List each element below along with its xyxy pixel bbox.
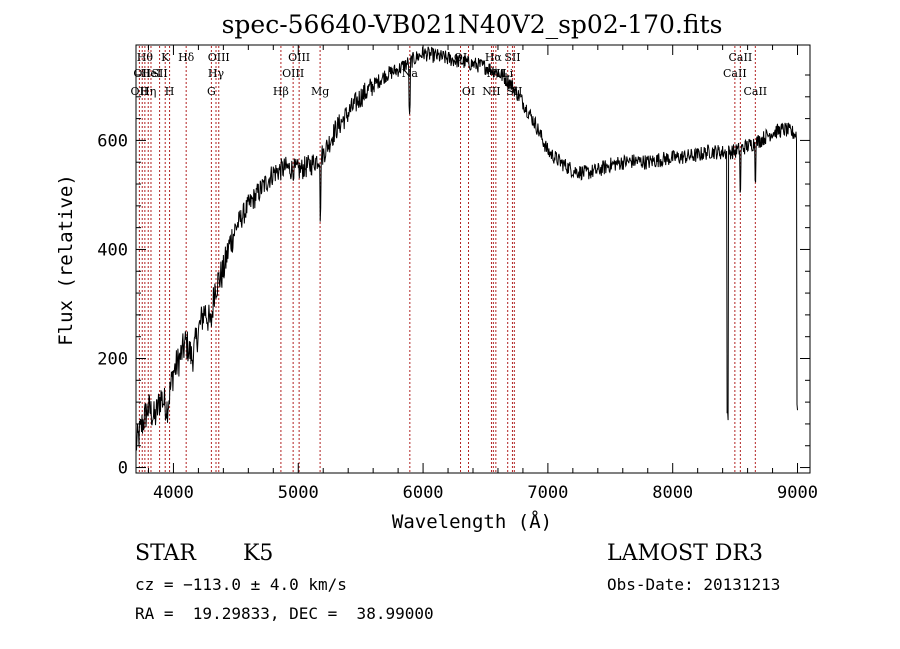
- spectral-line-markers: [138, 46, 756, 472]
- y-tick-label: 0: [118, 459, 128, 479]
- spectral-line-label: OII: [133, 67, 151, 80]
- spectral-line-label: H: [165, 85, 175, 98]
- spectral-line-label: OIII: [282, 67, 304, 80]
- observation-date: Obs-Date: 20131213: [607, 575, 780, 594]
- y-tick-label: 600: [97, 131, 128, 151]
- spectral-line-label: CaII: [729, 51, 753, 64]
- plot-frame: [135, 44, 811, 474]
- x-tick-label: 7000: [527, 483, 568, 503]
- spectral-line-labels: OIIOIIHθHηHeISIIKHHδGHγOIIIHβOIIIOIIIMgN…: [131, 51, 768, 98]
- object-class: STAR: [135, 541, 197, 566]
- x-tick-label: 6000: [403, 483, 444, 503]
- y-tick-label: 400: [97, 240, 128, 260]
- spectral-line-label: NII: [482, 85, 500, 98]
- spectral-line-label: CaII: [743, 85, 767, 98]
- spectral-line-label: Hη: [140, 85, 156, 98]
- spectral-line-label: Hγ: [208, 67, 225, 80]
- x-tick-label: 8000: [652, 483, 693, 503]
- x-tick-label: 9000: [777, 483, 818, 503]
- spectral-line-label: G: [207, 85, 216, 98]
- y-tick-label: 200: [97, 350, 128, 370]
- x-tick-label: 4000: [153, 483, 194, 503]
- x-axis-label: Wavelength (Å): [392, 510, 552, 533]
- spectral-line-label: HeI: [141, 67, 161, 80]
- spectral-line-label: Hβ: [273, 85, 289, 98]
- spectral-line-label: OIII: [288, 51, 310, 64]
- spectral-line-label: Hδ: [178, 51, 195, 64]
- spectral-line-label: OIII: [208, 51, 230, 64]
- sky-coordinates: RA = 19.29833, DEC = 38.99000: [135, 604, 434, 623]
- object-subclass: K5: [243, 541, 273, 566]
- spectral-line-label: K: [161, 51, 170, 64]
- spectral-line-label: Li: [502, 67, 513, 80]
- chart-title: spec-56640-VB021N40V2_sp02-170.fits: [222, 10, 723, 39]
- y-axis-ticks: 0 200 400 600: [97, 74, 810, 479]
- x-axis-ticks: 4000 5000 6000 7000 8000 9000: [147, 45, 818, 503]
- x-tick-label: 5000: [278, 483, 319, 503]
- spectral-line-label: OII: [131, 85, 149, 98]
- spectral-line-label: SII: [504, 51, 520, 64]
- spectral-line-label: Hθ: [137, 51, 154, 64]
- spectral-line-label: OI: [462, 85, 475, 98]
- spectral-line-label: CaII: [723, 67, 747, 80]
- spectrum-series: [135, 46, 798, 451]
- spectral-line-label: Mg: [311, 85, 329, 98]
- spectral-line-label: Hα: [485, 51, 503, 64]
- redshift-velocity: cz = −113.0 ± 4.0 km/s: [135, 575, 347, 594]
- y-axis-label: Flux (relative): [55, 174, 77, 346]
- spectral-line-label: SII: [151, 67, 167, 80]
- survey-name: LAMOST DR3: [607, 541, 763, 566]
